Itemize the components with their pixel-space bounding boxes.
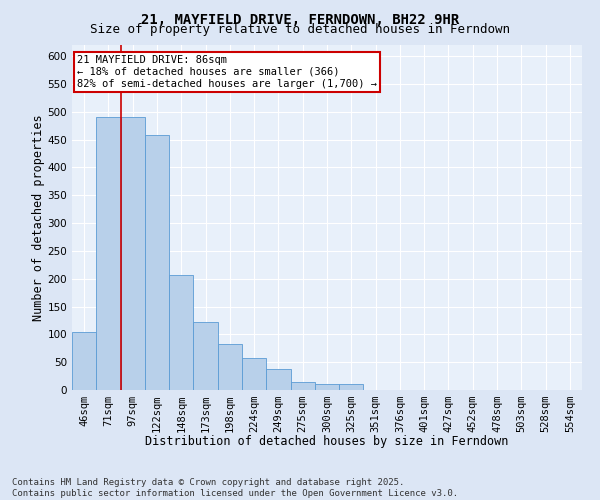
Bar	[145, 135, 169, 390]
Bar	[121, 118, 145, 390]
Bar	[266, 369, 290, 390]
Bar	[169, 275, 193, 390]
Y-axis label: Number of detached properties: Number of detached properties	[32, 114, 44, 321]
Text: 21 MAYFIELD DRIVE: 86sqm
← 18% of detached houses are smaller (366)
82% of semi-: 21 MAYFIELD DRIVE: 86sqm ← 18% of detach…	[77, 56, 377, 88]
X-axis label: Distribution of detached houses by size in Ferndown: Distribution of detached houses by size …	[145, 435, 509, 448]
Bar	[339, 384, 364, 390]
Text: Contains HM Land Registry data © Crown copyright and database right 2025.
Contai: Contains HM Land Registry data © Crown c…	[12, 478, 458, 498]
Text: Size of property relative to detached houses in Ferndown: Size of property relative to detached ho…	[90, 24, 510, 36]
Bar	[72, 332, 96, 390]
Text: 21, MAYFIELD DRIVE, FERNDOWN, BH22 9HR: 21, MAYFIELD DRIVE, FERNDOWN, BH22 9HR	[141, 12, 459, 26]
Bar	[218, 344, 242, 390]
Bar	[242, 358, 266, 390]
Bar	[315, 384, 339, 390]
Bar	[96, 118, 121, 390]
Bar	[193, 322, 218, 390]
Bar	[290, 382, 315, 390]
